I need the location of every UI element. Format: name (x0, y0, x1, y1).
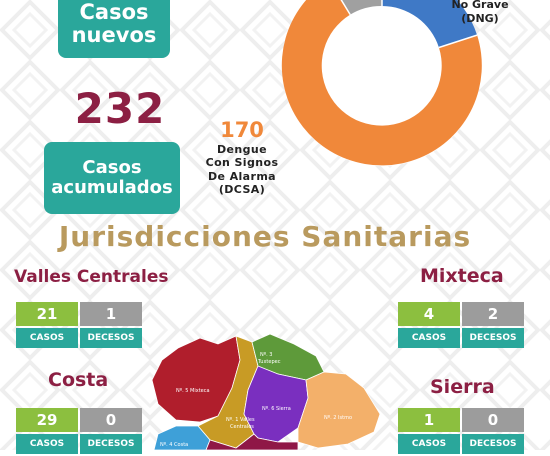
map-label-tuxtepec-2: Tuxtepec (257, 359, 281, 365)
map-label-valles-1: Nº. 1 Valles (226, 417, 255, 423)
dcsa-line3: De Alarma (207, 169, 277, 183)
map-label-mixteca: Nº. 5 Mixteca (176, 388, 210, 394)
stat-valles: 21 1 CASOS DECESOS (16, 302, 146, 350)
casos-label: CASOS (16, 328, 78, 348)
donut-slice-dcsa (281, 0, 482, 166)
decesos-value: 2 (462, 302, 524, 326)
dcsa-value: 170 (220, 118, 264, 142)
dcsa-label: 170 Dengue Con Signos De Alarma (DCSA) (196, 118, 288, 196)
map-label-valles-2: Centrales (230, 424, 254, 430)
oaxaca-jurisdictions-map: Nº. 5 Mixteca Nº. 1 Valles Centrales Nº.… (151, 333, 381, 450)
map-region-sierra-sur (205, 433, 299, 450)
casos-label: CASOS (398, 328, 460, 348)
map-label-sierra: Nº. 6 Sierra (262, 406, 291, 412)
casos-label: CASOS (16, 434, 78, 454)
casos-acumulados-box: Casos acumulados (44, 142, 180, 214)
casos-value: 29 (16, 408, 78, 432)
casos-acumulados-line1: Casos (82, 157, 142, 179)
decesos-value: 0 (462, 408, 524, 432)
region-name-costa: Costa (48, 369, 109, 391)
donut-chart (281, 0, 482, 166)
decesos-label: DECESOS (462, 434, 524, 454)
casos-acumulados-line2: acumulados (51, 177, 173, 198)
region-name-sierra: Sierra (430, 376, 495, 398)
casos-nuevos-line2: nuevos (71, 23, 157, 47)
map-region-istmo (297, 371, 381, 449)
decesos-label: DECESOS (80, 434, 142, 454)
decesos-label: DECESOS (462, 328, 524, 348)
region-name-valles: Valles Centrales (14, 267, 169, 287)
casos-value: 21 (16, 302, 78, 326)
donut-slice-other (341, 0, 382, 15)
decesos-label: DECESOS (80, 328, 142, 348)
casos-label: CASOS (398, 434, 460, 454)
casos-acumulados-number: 232 (74, 84, 166, 133)
map-label-istmo: Nº. 2 Istmo (324, 415, 352, 421)
dng-label-line1: No Grave (451, 0, 509, 11)
dng-label-line2: (DNG) (461, 11, 499, 25)
dcsa-line1: Dengue (217, 143, 267, 157)
stat-mixteca: 4 2 CASOS DECESOS (398, 302, 528, 350)
section-title: Jurisdicciones Sanitarias (58, 220, 472, 253)
casos-value: 4 (398, 302, 460, 326)
casos-nuevos-line1: Casos (79, 0, 149, 24)
region-name-mixteca: Mixteca (420, 265, 504, 287)
map-label-tuxtepec-1: Nº. 3 (260, 352, 272, 358)
dng-label: No Grave (DNG) (430, 0, 530, 26)
decesos-value: 1 (80, 302, 142, 326)
dcsa-line2: Con Signos (205, 156, 279, 170)
map-label-costa: Nº. 4 Costa (160, 442, 188, 448)
dcsa-line4: (DCSA) (218, 182, 266, 196)
decesos-value: 0 (80, 408, 142, 432)
casos-nuevos-box: Casos nuevos (58, 0, 170, 58)
casos-value: 1 (398, 408, 460, 432)
stat-sierra: 1 0 CASOS DECESOS (398, 408, 528, 456)
donut-slice-dng (382, 0, 478, 48)
stat-costa: 29 0 CASOS DECESOS (16, 408, 146, 456)
